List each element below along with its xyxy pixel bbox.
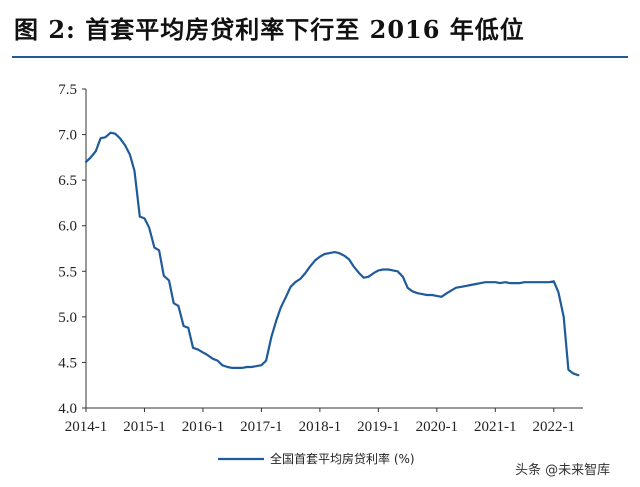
x-tick-label: 2019-1 — [357, 419, 400, 435]
chart-axes — [85, 89, 583, 409]
x-tick-label: 2017-1 — [240, 419, 283, 435]
series-line — [84, 131, 580, 377]
x-axis-ticks: 2014-1 2015-1 2016-1 2017-1 2018-1 2019-1 2020… — [65, 408, 575, 435]
title-underline — [12, 56, 628, 58]
chart-series — [84, 131, 580, 377]
y-tick-label: 6.0 — [58, 219, 77, 235]
watermark: 头条 @未来智库 — [515, 462, 610, 478]
y-tick-label: 5.0 — [58, 310, 77, 326]
y-tick-label: 4.0 — [58, 401, 77, 417]
y-axis-ticks: 4.0 4.5 5.0 5.5 6.0 6.5 7.0 7.5 — [58, 82, 86, 417]
y-tick-label: 5.5 — [58, 264, 77, 280]
y-tick-label: 7.5 — [58, 82, 77, 98]
legend: 全国首套平均房贷利率 (%) — [218, 451, 415, 466]
chart-title: 图 2: 首套平均房贷利率下行至 2016 年低位 — [14, 15, 525, 44]
x-tick-label: 2016-1 — [182, 419, 225, 435]
legend-label: 全国首套平均房贷利率 (%) — [270, 451, 415, 466]
x-tick-label: 2018-1 — [299, 419, 342, 435]
x-tick-label: 2022-1 — [533, 419, 576, 435]
x-tick-label: 2015-1 — [123, 419, 166, 435]
x-tick-label: 2014-1 — [65, 419, 108, 435]
y-tick-label: 4.5 — [58, 355, 77, 371]
y-tick-label: 7.0 — [58, 128, 77, 144]
x-tick-label: 2021-1 — [474, 419, 517, 435]
x-tick-label: 2020-1 — [416, 419, 459, 435]
y-tick-label: 6.5 — [58, 173, 77, 189]
